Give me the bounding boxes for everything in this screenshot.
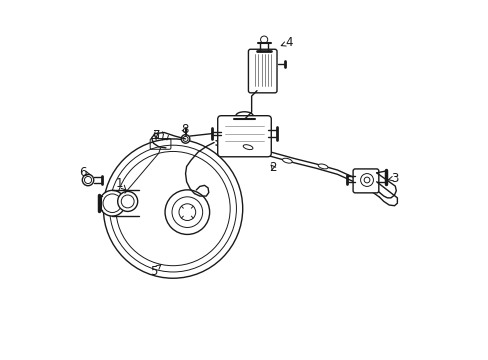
FancyBboxPatch shape <box>248 49 276 93</box>
Text: 2: 2 <box>269 161 276 174</box>
Circle shape <box>99 190 125 216</box>
Text: 1: 1 <box>116 177 126 190</box>
FancyBboxPatch shape <box>352 169 378 193</box>
Circle shape <box>360 174 373 186</box>
Circle shape <box>181 135 189 143</box>
Circle shape <box>121 195 134 208</box>
Ellipse shape <box>282 158 292 163</box>
Ellipse shape <box>318 164 327 169</box>
Ellipse shape <box>243 145 252 149</box>
Circle shape <box>183 136 188 141</box>
FancyBboxPatch shape <box>150 139 171 149</box>
Text: 3: 3 <box>387 172 397 185</box>
FancyBboxPatch shape <box>217 116 271 157</box>
Text: 5: 5 <box>149 265 161 278</box>
Text: 8: 8 <box>181 123 188 136</box>
Text: 4: 4 <box>281 36 292 49</box>
Text: 6: 6 <box>79 166 90 179</box>
Circle shape <box>364 177 369 183</box>
Text: 7: 7 <box>153 129 161 142</box>
Circle shape <box>103 194 122 212</box>
Circle shape <box>118 192 138 211</box>
